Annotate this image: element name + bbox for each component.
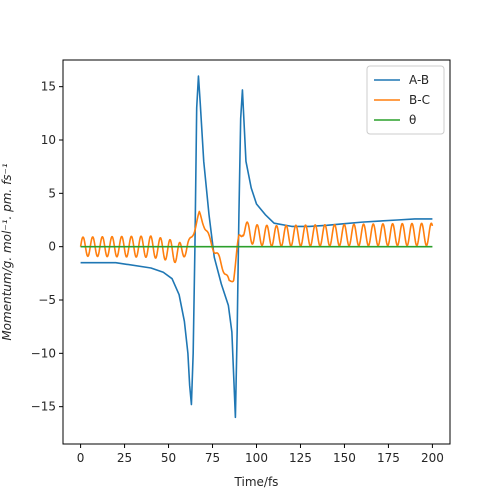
x-tick-label: 75 bbox=[205, 451, 220, 465]
y-axis-ticks: −15 −10 −5 0 5 10 15 bbox=[31, 80, 63, 414]
y-tick-label: 5 bbox=[48, 186, 56, 200]
y-axis-label: Momentum/g. mol⁻¹. pm. fs⁻¹ bbox=[0, 163, 14, 341]
legend-label: θ bbox=[409, 113, 416, 127]
y-tick-label: 10 bbox=[41, 133, 56, 147]
legend: A-B B-C θ bbox=[366, 65, 445, 135]
x-tick-label: 200 bbox=[421, 451, 444, 465]
x-axis-label: Time/fs bbox=[234, 475, 279, 489]
x-tick-label: 100 bbox=[245, 451, 268, 465]
legend-label: B-C bbox=[409, 93, 430, 107]
x-tick-label: 150 bbox=[333, 451, 356, 465]
legend-box bbox=[366, 65, 445, 135]
y-tick-label: −15 bbox=[31, 400, 56, 414]
x-tick-label: 175 bbox=[377, 451, 400, 465]
y-tick-label: −5 bbox=[38, 293, 56, 307]
x-tick-label: 125 bbox=[289, 451, 312, 465]
series-layer bbox=[79, 75, 434, 419]
y-tick-label: 15 bbox=[41, 80, 56, 94]
x-axis-ticks: 0 25 50 75 100 125 150 175 200 bbox=[77, 444, 444, 465]
y-tick-label: −10 bbox=[31, 346, 56, 360]
x-tick-label: 25 bbox=[117, 451, 132, 465]
legend-label: A-B bbox=[409, 73, 429, 87]
series-line-b-c bbox=[79, 210, 434, 283]
x-tick-label: 0 bbox=[77, 451, 85, 465]
y-tick-label: 0 bbox=[48, 240, 56, 254]
x-tick-label: 50 bbox=[161, 451, 176, 465]
